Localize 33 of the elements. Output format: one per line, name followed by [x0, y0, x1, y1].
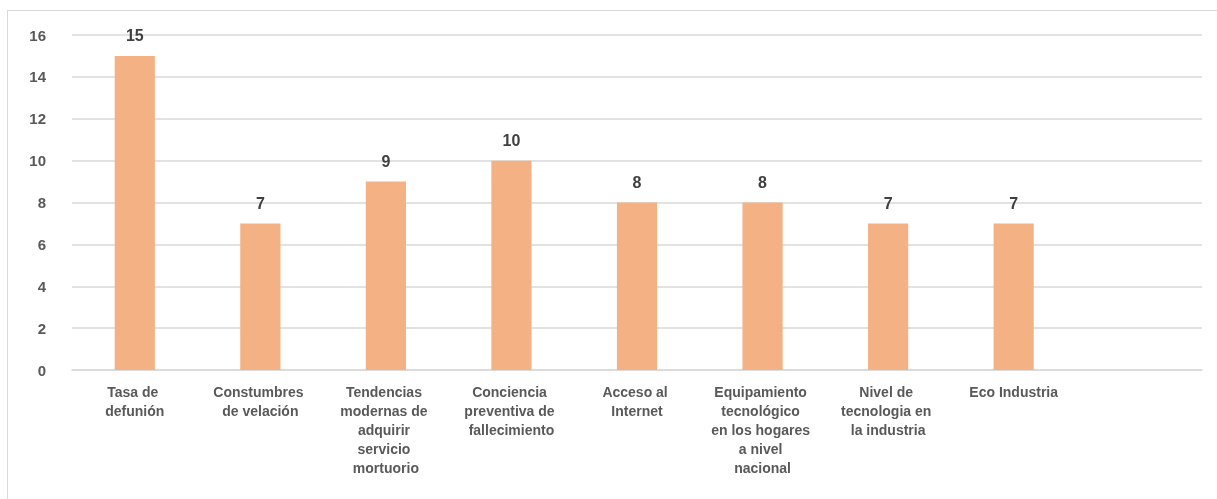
x-tick-label: Constumbres de velación [213, 383, 308, 419]
x-tick-label: Nivel de tecnologia en la industria [841, 383, 936, 438]
x-tick-label: Tendencias modernas de adquirir servicio mortuorio [340, 383, 432, 476]
bar [365, 181, 406, 370]
y-tick-label: 4 [37, 277, 47, 295]
data-label: 8 [632, 174, 642, 191]
y-tick-label: 6 [37, 235, 46, 253]
bar [993, 223, 1034, 370]
x-tick-label: Eco Industria [969, 383, 1059, 400]
bar [114, 55, 155, 370]
bar [742, 202, 783, 370]
y-tick-label: 0 [37, 361, 46, 379]
data-label: 7 [1009, 194, 1019, 212]
bar [491, 160, 532, 370]
data-label: 7 [255, 194, 265, 212]
y-tick-label: 16 [29, 26, 46, 44]
data-label: 15 [125, 27, 144, 45]
y-tick-label: 12 [29, 110, 46, 128]
x-tick-label: Equipamiento tecnológico en los hogares a nivel nacional [711, 383, 814, 476]
y-tick-label: 8 [37, 194, 46, 211]
data-label: 7 [883, 194, 893, 212]
y-tick-label: 10 [29, 152, 46, 170]
y-tick-label: 14 [29, 68, 47, 86]
x-tick-label: Tasa de defunión [105, 383, 165, 419]
bar [616, 202, 658, 370]
data-label: 9 [381, 153, 391, 171]
x-tick-label: Conciencia preventiva de fallecimiento [464, 383, 559, 438]
data-label: 10 [502, 132, 521, 150]
bar [240, 223, 281, 370]
bar [868, 223, 909, 370]
x-tick-label: Acceso al Internet [602, 383, 672, 419]
data-label: 8 [758, 174, 768, 191]
y-tick-label: 2 [37, 319, 46, 337]
